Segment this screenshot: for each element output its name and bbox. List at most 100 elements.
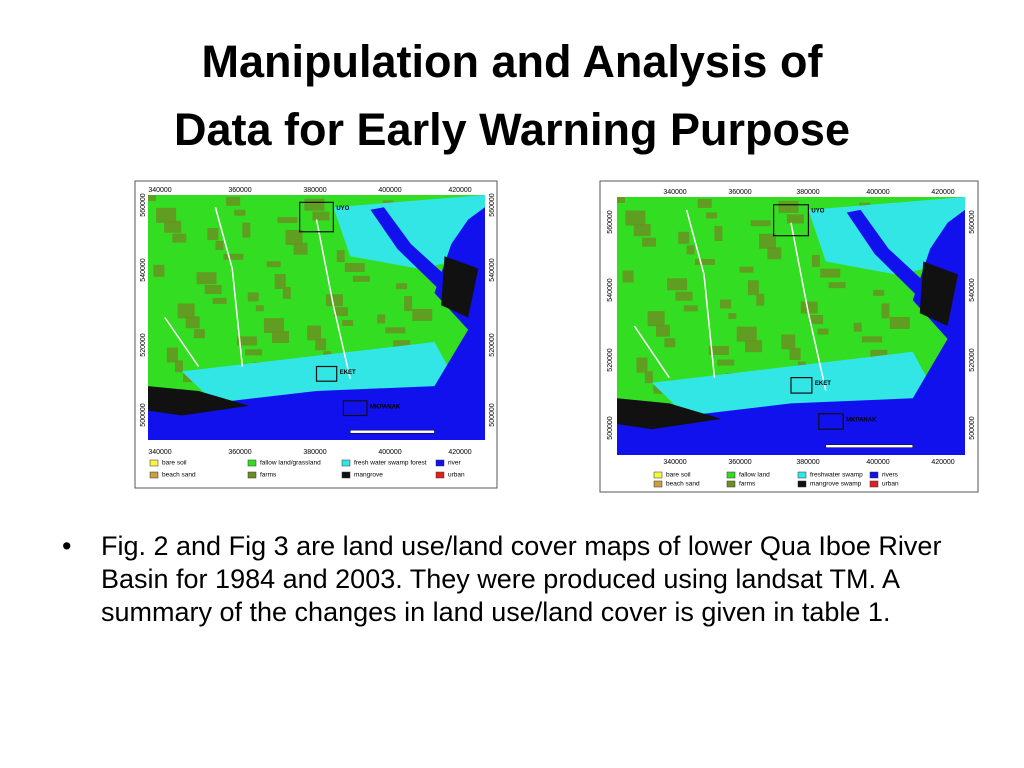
farm-patch [285, 229, 303, 245]
map-figure: UYO EKET MKPANAK 340000 340000 360000 360000 38… [134, 180, 498, 489]
farm-patch [226, 196, 241, 206]
legend-swatch [247, 459, 257, 467]
farm-patch [697, 198, 712, 208]
scale-bar [349, 429, 435, 434]
place-box [299, 201, 334, 233]
legend-swatch [726, 480, 736, 488]
farm-patch [828, 282, 846, 289]
farm-patch [717, 359, 735, 366]
farm-patch [811, 255, 820, 268]
farm-patch [675, 291, 693, 301]
farm-patch [739, 266, 754, 273]
x-coordinate-label: 380000 [796, 189, 819, 196]
farm-patch [404, 296, 413, 312]
place-label: MKPANAK [846, 417, 877, 423]
farm-patch [625, 210, 646, 226]
farm-patch [412, 308, 433, 321]
place-label: MKPANAK [370, 404, 401, 410]
farm-patch [678, 231, 690, 244]
place-label: EKET [340, 370, 356, 376]
farm-patch [263, 318, 284, 334]
x-coordinate-label: 360000 [228, 449, 251, 456]
y-coordinate-label: 540000 [969, 278, 976, 301]
farm-patch [664, 338, 676, 348]
y-coordinate-label: 560000 [969, 210, 976, 233]
legend-label: freshwater swamp [810, 472, 863, 479]
farm-patch [750, 220, 771, 227]
farm-patch [385, 327, 406, 334]
road [164, 317, 200, 367]
farm-patch [881, 303, 890, 319]
y-coordinate-label: 500000 [969, 416, 976, 439]
farm-patch [282, 286, 291, 299]
farm-patch [304, 198, 325, 211]
y-coordinate-label: 560000 [607, 210, 614, 233]
farm-patch [377, 314, 386, 324]
x-coordinate-label: 400000 [866, 189, 889, 196]
farm-patch [714, 226, 723, 242]
farm-patch [242, 222, 251, 238]
place-box [772, 204, 809, 237]
x-coordinate-label: 360000 [728, 459, 751, 466]
farm-patch [342, 319, 354, 326]
farm-patch [272, 330, 290, 343]
mangrove-area [148, 386, 250, 416]
legend-swatch [341, 459, 351, 467]
farm-patch [336, 250, 345, 263]
farm-patch [196, 272, 217, 285]
farm-patch [174, 360, 183, 373]
sea-river [617, 209, 965, 455]
swamp-area [333, 195, 485, 269]
place-label: UYO [811, 208, 824, 214]
farm-patch [817, 328, 829, 335]
x-coordinate-label: 380000 [796, 459, 819, 466]
farm-patch [706, 212, 718, 219]
x-coordinate-label: 400000 [378, 449, 401, 456]
x-coordinate-label: 400000 [866, 459, 889, 466]
farm-patch [708, 345, 729, 355]
farm-patch [747, 280, 759, 296]
legend-label: urban [882, 481, 899, 488]
farm-patch [636, 357, 648, 373]
bullet-text: Fig. 2 and Fig 3 are land use/land cover… [101, 531, 942, 627]
mangrove-area [441, 256, 479, 318]
y-coordinate-label: 520000 [969, 348, 976, 371]
y-coordinate-label: 540000 [607, 278, 614, 301]
legend-swatch [435, 459, 445, 467]
farm-patch [789, 347, 801, 360]
farm-patch [633, 224, 651, 237]
farm-patch [156, 207, 177, 223]
place-box [342, 400, 368, 417]
mangrove-area [919, 261, 959, 326]
x-coordinate-label: 360000 [728, 189, 751, 196]
legend-swatch [149, 471, 159, 479]
y-coordinate-label: 540000 [489, 258, 496, 281]
farm-patch [247, 292, 259, 302]
farm-patch [809, 315, 824, 325]
legend-label: mangrove [354, 472, 383, 479]
place-box [818, 413, 844, 430]
road [790, 222, 827, 391]
farm-patch [255, 305, 264, 312]
farm-patch [778, 200, 799, 213]
y-coordinate-label: 560000 [489, 193, 496, 216]
farm-patch [307, 325, 322, 341]
y-coordinate-label: 500000 [140, 403, 147, 426]
farm-patch [736, 326, 757, 342]
farm-patch [245, 349, 263, 356]
farm-patch [344, 262, 365, 272]
farm-patch [153, 264, 165, 277]
title-line: Data for Early Warning Purpose [174, 104, 850, 155]
swamp-area [808, 197, 965, 275]
farm-patch [758, 233, 776, 249]
farm-patch [274, 274, 286, 290]
mangrove-area [617, 398, 722, 430]
legend-swatch [247, 471, 257, 479]
legend-label: bare soil [162, 460, 187, 467]
legend-swatch [653, 471, 663, 479]
farm-patch [396, 283, 408, 290]
farm-patch [166, 347, 178, 363]
legend-label: fresh water swamp forest [354, 460, 427, 467]
farm-patch [212, 297, 227, 304]
farm-patch [686, 245, 695, 255]
